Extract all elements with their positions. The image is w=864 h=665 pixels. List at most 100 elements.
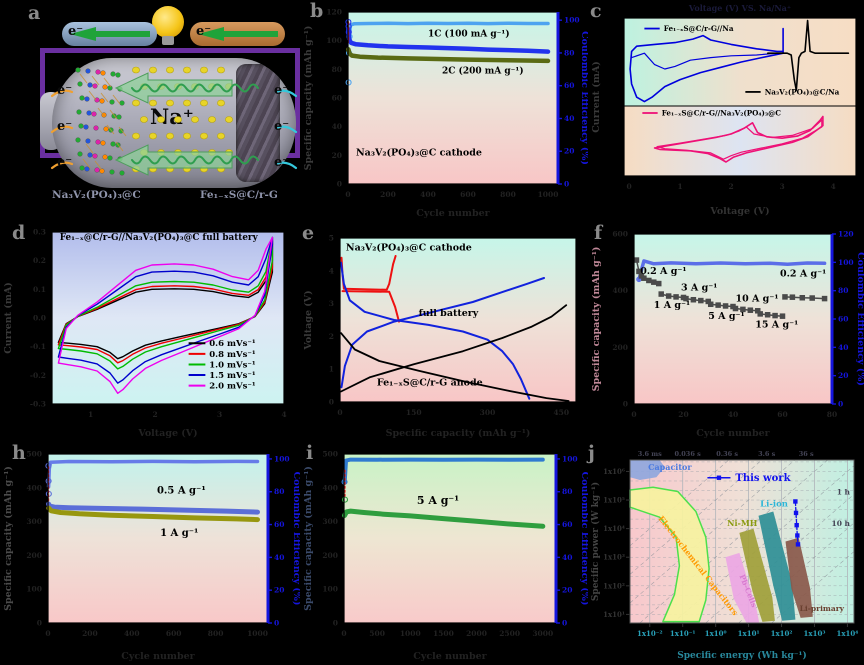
y-axis-label: Voltage (V) — [303, 290, 314, 350]
series-rate-5 — [709, 303, 734, 308]
svg-text:800: 800 — [208, 629, 224, 638]
svg-text:80: 80 — [562, 487, 572, 496]
panel-b-chart: b 0 200 400 600 800 1000 Cycle number 0 20 40 60 80… — [300, 0, 590, 222]
svg-text:200: 200 — [612, 343, 628, 352]
svg-text:100: 100 — [564, 16, 580, 25]
band-li-ion — [758, 511, 796, 621]
series-rate-3 — [685, 297, 710, 303]
svg-text:0.3: 0.3 — [33, 228, 46, 237]
right-axis-label: Coulombic Efficiency (%) — [579, 31, 588, 165]
series-cathode-discharge — [341, 290, 400, 323]
svg-text:400: 400 — [124, 629, 140, 638]
svg-text:0: 0 — [329, 398, 334, 407]
svg-text:1x10⁵: 1x10⁵ — [603, 496, 625, 505]
electron-label: e⁻ — [274, 155, 290, 170]
svg-text:4: 4 — [830, 182, 835, 191]
svg-text:0.1: 0.1 — [33, 285, 46, 294]
annotation: 5 A g⁻¹ — [708, 311, 744, 322]
panel-letter-d: d — [12, 222, 26, 244]
chart-title: Voltage (V) VS. Na/Na⁺ — [688, 3, 791, 13]
svg-text:500: 500 — [322, 450, 338, 459]
y-axis-label: Specific capacity (mAh g⁻¹) — [303, 26, 314, 171]
svg-text:500: 500 — [369, 629, 385, 638]
x-axis-label: Cycle number — [696, 428, 770, 439]
series-group — [57, 236, 274, 395]
svg-text:-0.3: -0.3 — [30, 400, 46, 409]
y-axis: 0 100 200 300 400 500 — [26, 450, 48, 628]
annotation: 0.2 A g⁻¹ — [640, 266, 686, 277]
legend-label: Na₃V₂(PO₄)₃@C/Na — [765, 87, 840, 96]
svg-text:2000: 2000 — [466, 629, 487, 638]
svg-text:200: 200 — [380, 190, 396, 199]
svg-text:20: 20 — [564, 147, 574, 156]
svg-text:200: 200 — [26, 551, 42, 560]
series-rate-10 — [734, 307, 759, 312]
svg-text:0: 0 — [631, 410, 636, 419]
right-axis-label: Coulombic Efficiency (%) — [855, 252, 864, 386]
series-group — [340, 255, 570, 402]
svg-text:1500: 1500 — [433, 629, 454, 638]
band-ni-mh — [739, 528, 775, 622]
series-group — [345, 18, 551, 86]
svg-text:0: 0 — [341, 629, 346, 638]
electron-label: e⁻ — [57, 155, 73, 170]
plot-bg — [52, 232, 284, 404]
cathode-material-label: Na₃V₂(PO₄)₃@C — [52, 189, 141, 201]
panel-a-schematic: a e⁻ e⁻ Na⁺ e⁻ e⁻ e⁻ e⁻ e⁻ e⁻ Na₃V₂(PO₄)… — [0, 0, 300, 222]
svg-text:0: 0 — [337, 408, 342, 417]
svg-text:400: 400 — [26, 483, 42, 492]
band-label-li-ion: Li-ion — [760, 499, 788, 509]
series-group — [633, 257, 828, 319]
series-cv-0.8 mVs⁻¹ — [57, 236, 274, 364]
svg-text:1x10⁰: 1x10⁰ — [705, 629, 727, 638]
electron-label: e⁻ — [57, 119, 73, 134]
annotation: 1 A g⁻¹ — [654, 300, 690, 311]
panel-letter-h: h — [12, 442, 26, 464]
svg-text:200: 200 — [82, 629, 98, 638]
panel-letter-c: c — [590, 0, 602, 22]
right-axis-ticks: 0 20 40 60 80 100 120 — [832, 230, 854, 409]
svg-text:1x10¹: 1x10¹ — [603, 610, 625, 619]
this-work-label: This work — [735, 473, 791, 484]
x-axis: 0 1 2 3 4 — [626, 176, 836, 191]
svg-text:100: 100 — [326, 36, 342, 45]
svg-text:60: 60 — [777, 410, 787, 419]
svg-text:60: 60 — [562, 520, 572, 529]
annotation: 15 A g⁻¹ — [755, 320, 798, 331]
svg-text:400: 400 — [612, 286, 628, 295]
annotation: 1C (100 mA g⁻¹) — [428, 28, 510, 39]
panel-e-chart: e 0 150 300 450 Specific capacity (mAh g⁻¹) 0… — [300, 222, 588, 442]
svg-text:600: 600 — [166, 629, 182, 638]
anode-material-label: Fe₁₋ₓS@C/r-G — [200, 189, 278, 201]
series-cv-1.5 mVs⁻¹ — [57, 236, 274, 384]
svg-text:-0.2: -0.2 — [30, 371, 46, 380]
y-axis: 0 200 400 600 — [612, 230, 634, 409]
panel-j-chart: j Capacitor Electrochemical Capacitors Pb-… — [588, 442, 864, 665]
svg-text:500: 500 — [26, 450, 42, 459]
svg-text:1x10⁴: 1x10⁴ — [603, 524, 625, 533]
band-electrochemical-capacitors — [629, 486, 710, 623]
light-bulb-base — [162, 36, 174, 45]
svg-text:3: 3 — [779, 182, 784, 191]
technology-bands — [629, 460, 813, 624]
iso-time-label: 3.6 ms — [638, 450, 662, 458]
svg-text:1x10⁴: 1x10⁴ — [836, 629, 858, 638]
series-rate-1 — [660, 293, 685, 299]
svg-text:1000: 1000 — [247, 629, 268, 638]
svg-text:300: 300 — [26, 517, 42, 526]
right-axis-label: Coulombic Efficiency (%) — [291, 472, 300, 606]
svg-text:0: 0 — [838, 400, 843, 409]
svg-text:5: 5 — [329, 234, 334, 243]
right-axis-ticks: 0 20 40 60 80 100 — [556, 454, 578, 628]
svg-text:40: 40 — [274, 553, 284, 562]
svg-text:100: 100 — [322, 585, 338, 594]
panel-d-chart: d 1 2 3 4 Voltage (V) -0.3 -0.2 -0.1 0.0 0.1 0.2 0.… — [0, 222, 300, 442]
band-label-li-primary: Li-primary — [800, 604, 845, 613]
series-anode-halfcell-cv-2 — [630, 52, 778, 70]
y-axis-label: Specific capacity (mAh g⁻¹) — [303, 466, 314, 611]
annotation: 0.5 A g⁻¹ — [157, 486, 206, 497]
svg-text:60: 60 — [838, 315, 848, 324]
annotation: 2C (200 mA g⁻¹) — [442, 66, 524, 77]
